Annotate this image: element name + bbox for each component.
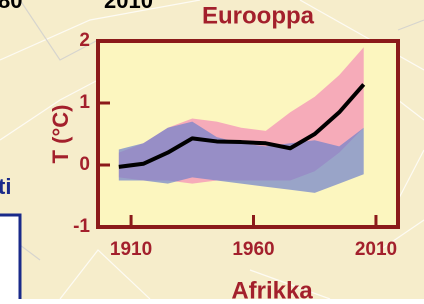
- y-tick-label: 0: [79, 154, 90, 175]
- map-text: Afrikka: [231, 277, 313, 299]
- y-tick-label: 1: [79, 92, 90, 113]
- x-tick-label: 1960: [232, 239, 274, 260]
- y-tick-label: -1: [73, 216, 90, 237]
- y-axis-label: T (°C): [48, 105, 73, 164]
- uncertainty-band: [118, 121, 364, 193]
- map-text: 2010: [104, 0, 153, 13]
- x-tick-label: 2010: [355, 239, 397, 260]
- chart-title: Eurooppa: [202, 2, 315, 29]
- map-box: [0, 213, 22, 304]
- x-tick-label: 1910: [110, 239, 152, 260]
- y-tick-label: 2: [79, 30, 90, 51]
- temperature-line: [118, 83, 366, 169]
- plot-frame: [96, 39, 400, 229]
- map-text: ti: [0, 174, 11, 199]
- map-text: 80: [0, 0, 22, 13]
